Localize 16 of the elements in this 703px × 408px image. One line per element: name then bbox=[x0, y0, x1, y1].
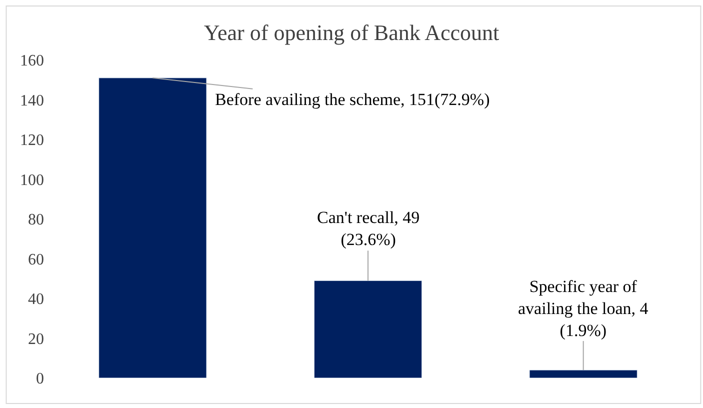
bar bbox=[98, 78, 207, 378]
bar bbox=[314, 280, 422, 378]
y-tick-label: 60 bbox=[28, 251, 44, 268]
data-label: Before availing the scheme, 151(72.9%) bbox=[215, 90, 490, 109]
y-tick-label: 120 bbox=[20, 132, 44, 150]
y-tick-label: 80 bbox=[28, 212, 44, 229]
bar bbox=[529, 370, 638, 378]
y-tick-label: 20 bbox=[28, 330, 44, 348]
chart-title: Year of opening of Bank Account bbox=[204, 20, 500, 45]
y-tick-label: 140 bbox=[20, 92, 44, 110]
data-label: Can't recall, 49 (23.6%) bbox=[317, 208, 420, 250]
y-tick-label: 100 bbox=[20, 172, 44, 189]
data-label: Specific year of availing the loan, 4 (1.9%) bbox=[518, 277, 649, 340]
y-tick-label: 0 bbox=[36, 370, 44, 388]
y-tick-label: 160 bbox=[20, 52, 44, 70]
y-tick-label: 40 bbox=[28, 291, 44, 308]
